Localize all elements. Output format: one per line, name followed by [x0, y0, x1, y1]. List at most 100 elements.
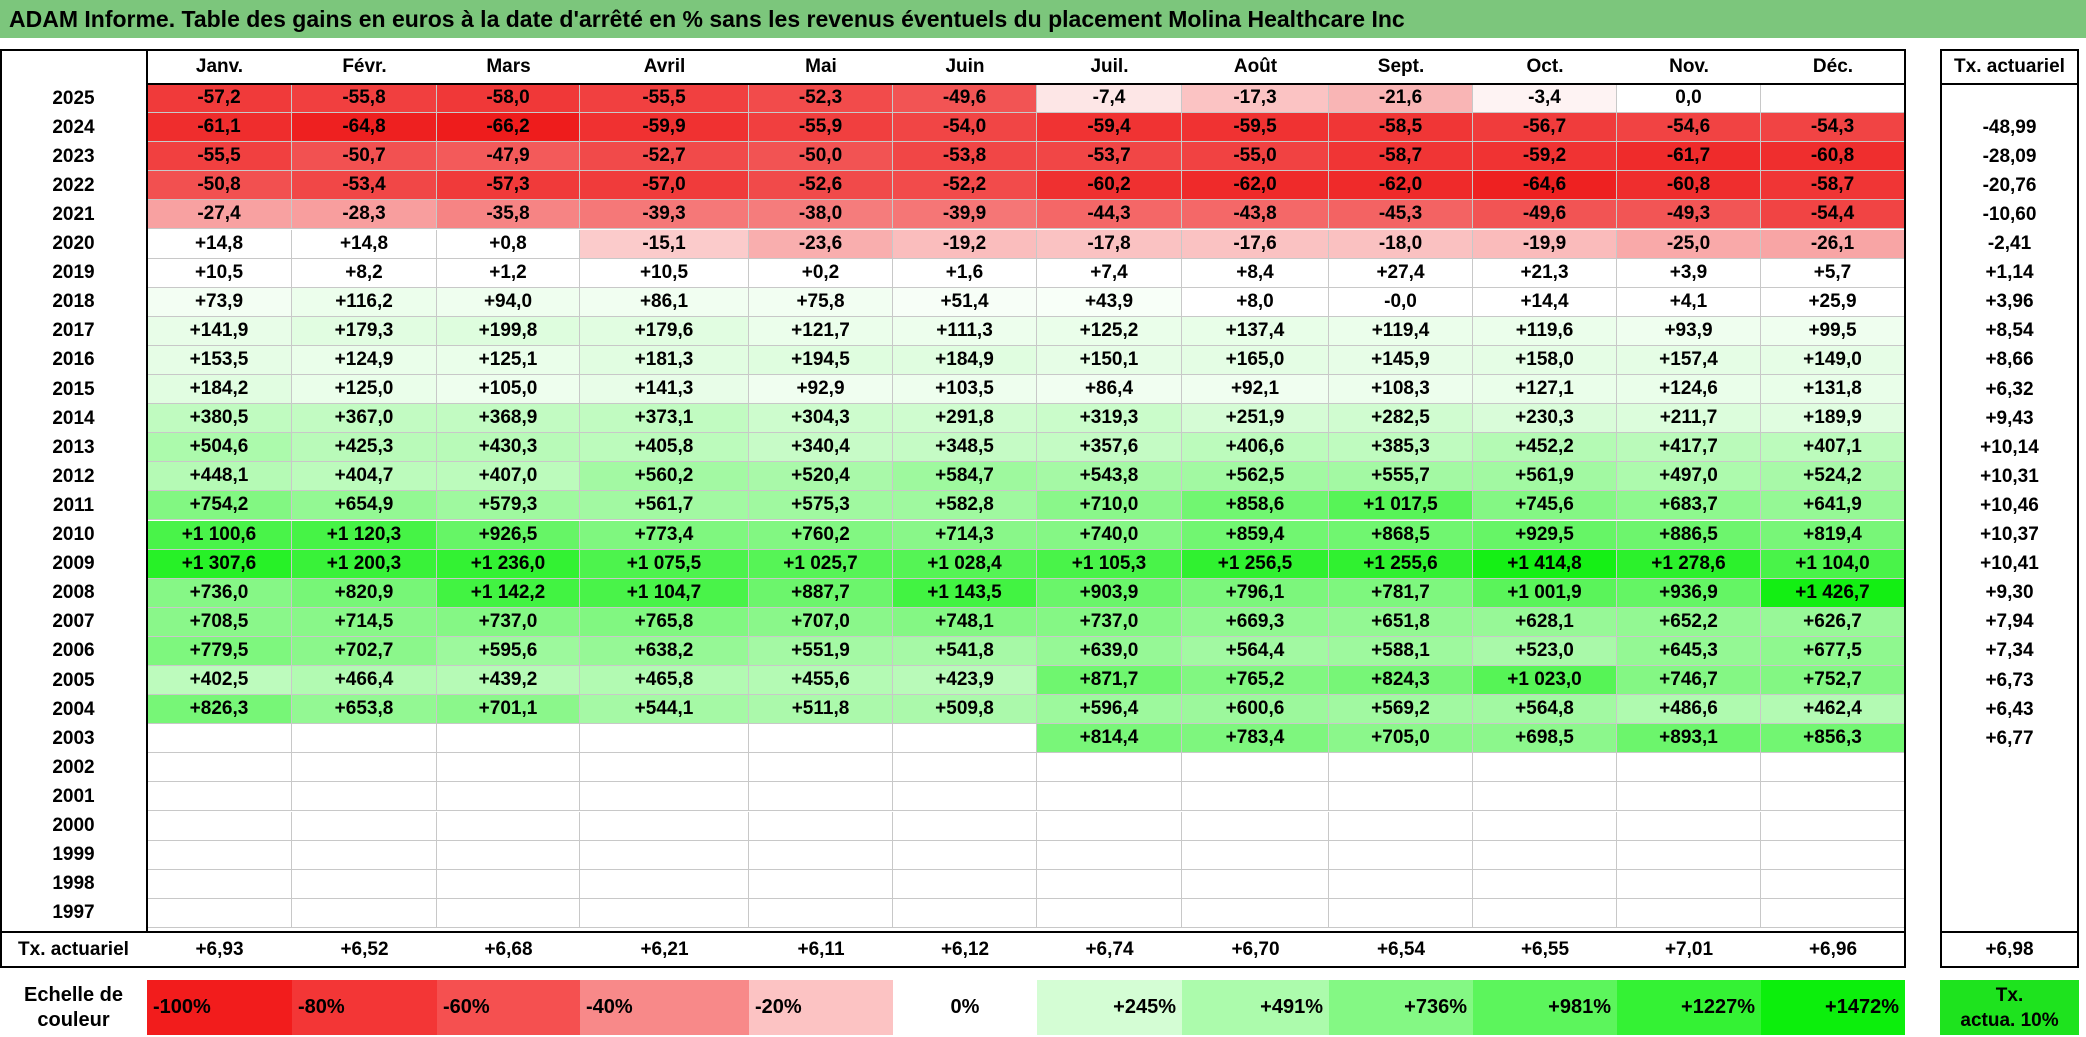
gain-cell: +121,7	[749, 316, 893, 346]
gain-cell: +1 104,7	[580, 578, 749, 608]
gain-cell: +8,0	[1182, 287, 1329, 317]
gain-cell: -55,9	[749, 113, 893, 143]
gain-cell: -49,6	[1473, 200, 1617, 230]
gain-cell: +25,9	[1761, 287, 1905, 317]
gain-cell: +486,6	[1617, 695, 1761, 725]
color-scale-swatch: +736%	[1329, 980, 1473, 1035]
gain-cell: +10,5	[147, 258, 292, 288]
gain-cell: +1 236,0	[437, 549, 580, 579]
gain-cell: +579,3	[437, 491, 580, 521]
gain-cell: -15,1	[580, 229, 749, 259]
month-header: Avril	[643, 55, 686, 77]
gain-cell	[749, 724, 893, 754]
gain-cell: +125,1	[437, 345, 580, 375]
gain-cell: +628,1	[1473, 607, 1617, 637]
gain-cell: +3,9	[1617, 258, 1761, 288]
gain-cell: -57,0	[580, 171, 749, 201]
year-label: 2025	[52, 87, 95, 109]
gain-cell: +600,6	[1182, 695, 1329, 725]
gain-cell	[437, 782, 580, 812]
gain-cell: +5,7	[1761, 258, 1905, 288]
gain-cell	[147, 811, 292, 841]
month-header: Févr.	[342, 55, 387, 77]
gain-cell: -62,0	[1329, 171, 1473, 201]
annual-rate-cell: +9,43	[1985, 407, 2034, 429]
gain-cell: +340,4	[749, 433, 893, 463]
gain-cell: -44,3	[1037, 200, 1182, 230]
color-scale-swatch: +981%	[1473, 980, 1617, 1035]
annual-rate-cell	[1940, 84, 2079, 113]
color-scale-swatch: -100%	[147, 980, 292, 1035]
gain-cell	[1617, 869, 1761, 899]
gain-cell: +740,0	[1037, 520, 1182, 550]
gain-cell: +509,8	[893, 695, 1037, 725]
gain-cell: +108,3	[1329, 375, 1473, 405]
gain-cell: -53,7	[1037, 142, 1182, 172]
year-label: 2000	[52, 815, 95, 837]
gain-cell: +357,6	[1037, 433, 1182, 463]
gain-cell: +1 307,6	[147, 549, 292, 579]
year-label: 2012	[52, 465, 95, 487]
gain-cell: +367,0	[292, 404, 437, 434]
year-label: 2024	[52, 116, 95, 138]
gain-cell: +404,7	[292, 462, 437, 492]
gain-cell: +402,5	[147, 666, 292, 696]
gain-cell: -45,3	[1329, 200, 1473, 230]
gain-cell: +511,8	[749, 695, 893, 725]
gain-cell: -52,7	[580, 142, 749, 172]
gain-cell	[1617, 898, 1761, 928]
gain-cell	[1182, 869, 1329, 899]
gain-cell: -43,8	[1182, 200, 1329, 230]
gain-cell: +652,2	[1617, 607, 1761, 637]
year-label: 2006	[52, 640, 95, 662]
gain-cell	[147, 840, 292, 870]
gain-cell: +677,5	[1761, 636, 1905, 666]
year-label: 2011	[52, 494, 95, 516]
annual-rate-cell: +10,41	[1980, 553, 2039, 575]
gain-cell: +560,2	[580, 462, 749, 492]
gain-cell: +1 142,2	[437, 578, 580, 608]
footer-rate-cell: +6,70	[1231, 939, 1280, 960]
gain-cell: -19,9	[1473, 229, 1617, 259]
gain-cell: +165,0	[1182, 345, 1329, 375]
gain-cell: -55,5	[147, 142, 292, 172]
footer-rate-cell: +6,55	[1520, 939, 1570, 960]
gain-cell	[1329, 840, 1473, 870]
gain-cell: +710,0	[1037, 491, 1182, 521]
gain-cell: -39,9	[893, 200, 1037, 230]
gain-cell: +199,8	[437, 316, 580, 346]
gain-cell: +1 143,5	[893, 578, 1037, 608]
gain-cell: +826,3	[147, 695, 292, 725]
gain-cell	[1617, 753, 1761, 783]
gain-cell	[1182, 840, 1329, 870]
gain-cell: +189,9	[1761, 404, 1905, 434]
gain-cell: +926,5	[437, 520, 580, 550]
gain-cell	[1473, 811, 1617, 841]
gain-cell: -60,2	[1037, 171, 1182, 201]
gain-cell: +465,8	[580, 666, 749, 696]
annual-rate-cell: +10,37	[1980, 524, 2039, 546]
gain-cell	[1761, 898, 1905, 928]
gain-cell: +1 023,0	[1473, 666, 1617, 696]
gain-cell	[1182, 811, 1329, 841]
gain-cell: +654,9	[292, 491, 437, 521]
gain-cell: -26,1	[1761, 229, 1905, 259]
gain-cell: +141,9	[147, 316, 292, 346]
gain-cell: +423,9	[893, 666, 1037, 696]
gain-cell: +626,7	[1761, 607, 1905, 637]
gain-cell: +0,8	[437, 229, 580, 259]
year-label: 2014	[52, 407, 95, 429]
gain-cell: +561,7	[580, 491, 749, 521]
gain-cell: -49,6	[893, 84, 1037, 114]
gain-cell: +564,4	[1182, 636, 1329, 666]
year-label: 2015	[52, 378, 95, 400]
gain-cell: +141,3	[580, 375, 749, 405]
year-label: 2005	[52, 669, 95, 691]
gain-cell: +543,8	[1037, 462, 1182, 492]
gain-cell: +230,3	[1473, 404, 1617, 434]
gain-cell: +94,0	[437, 287, 580, 317]
gain-cell	[1037, 811, 1182, 841]
gain-cell: +179,3	[292, 316, 437, 346]
gain-cell	[749, 782, 893, 812]
gain-cell: +562,5	[1182, 462, 1329, 492]
